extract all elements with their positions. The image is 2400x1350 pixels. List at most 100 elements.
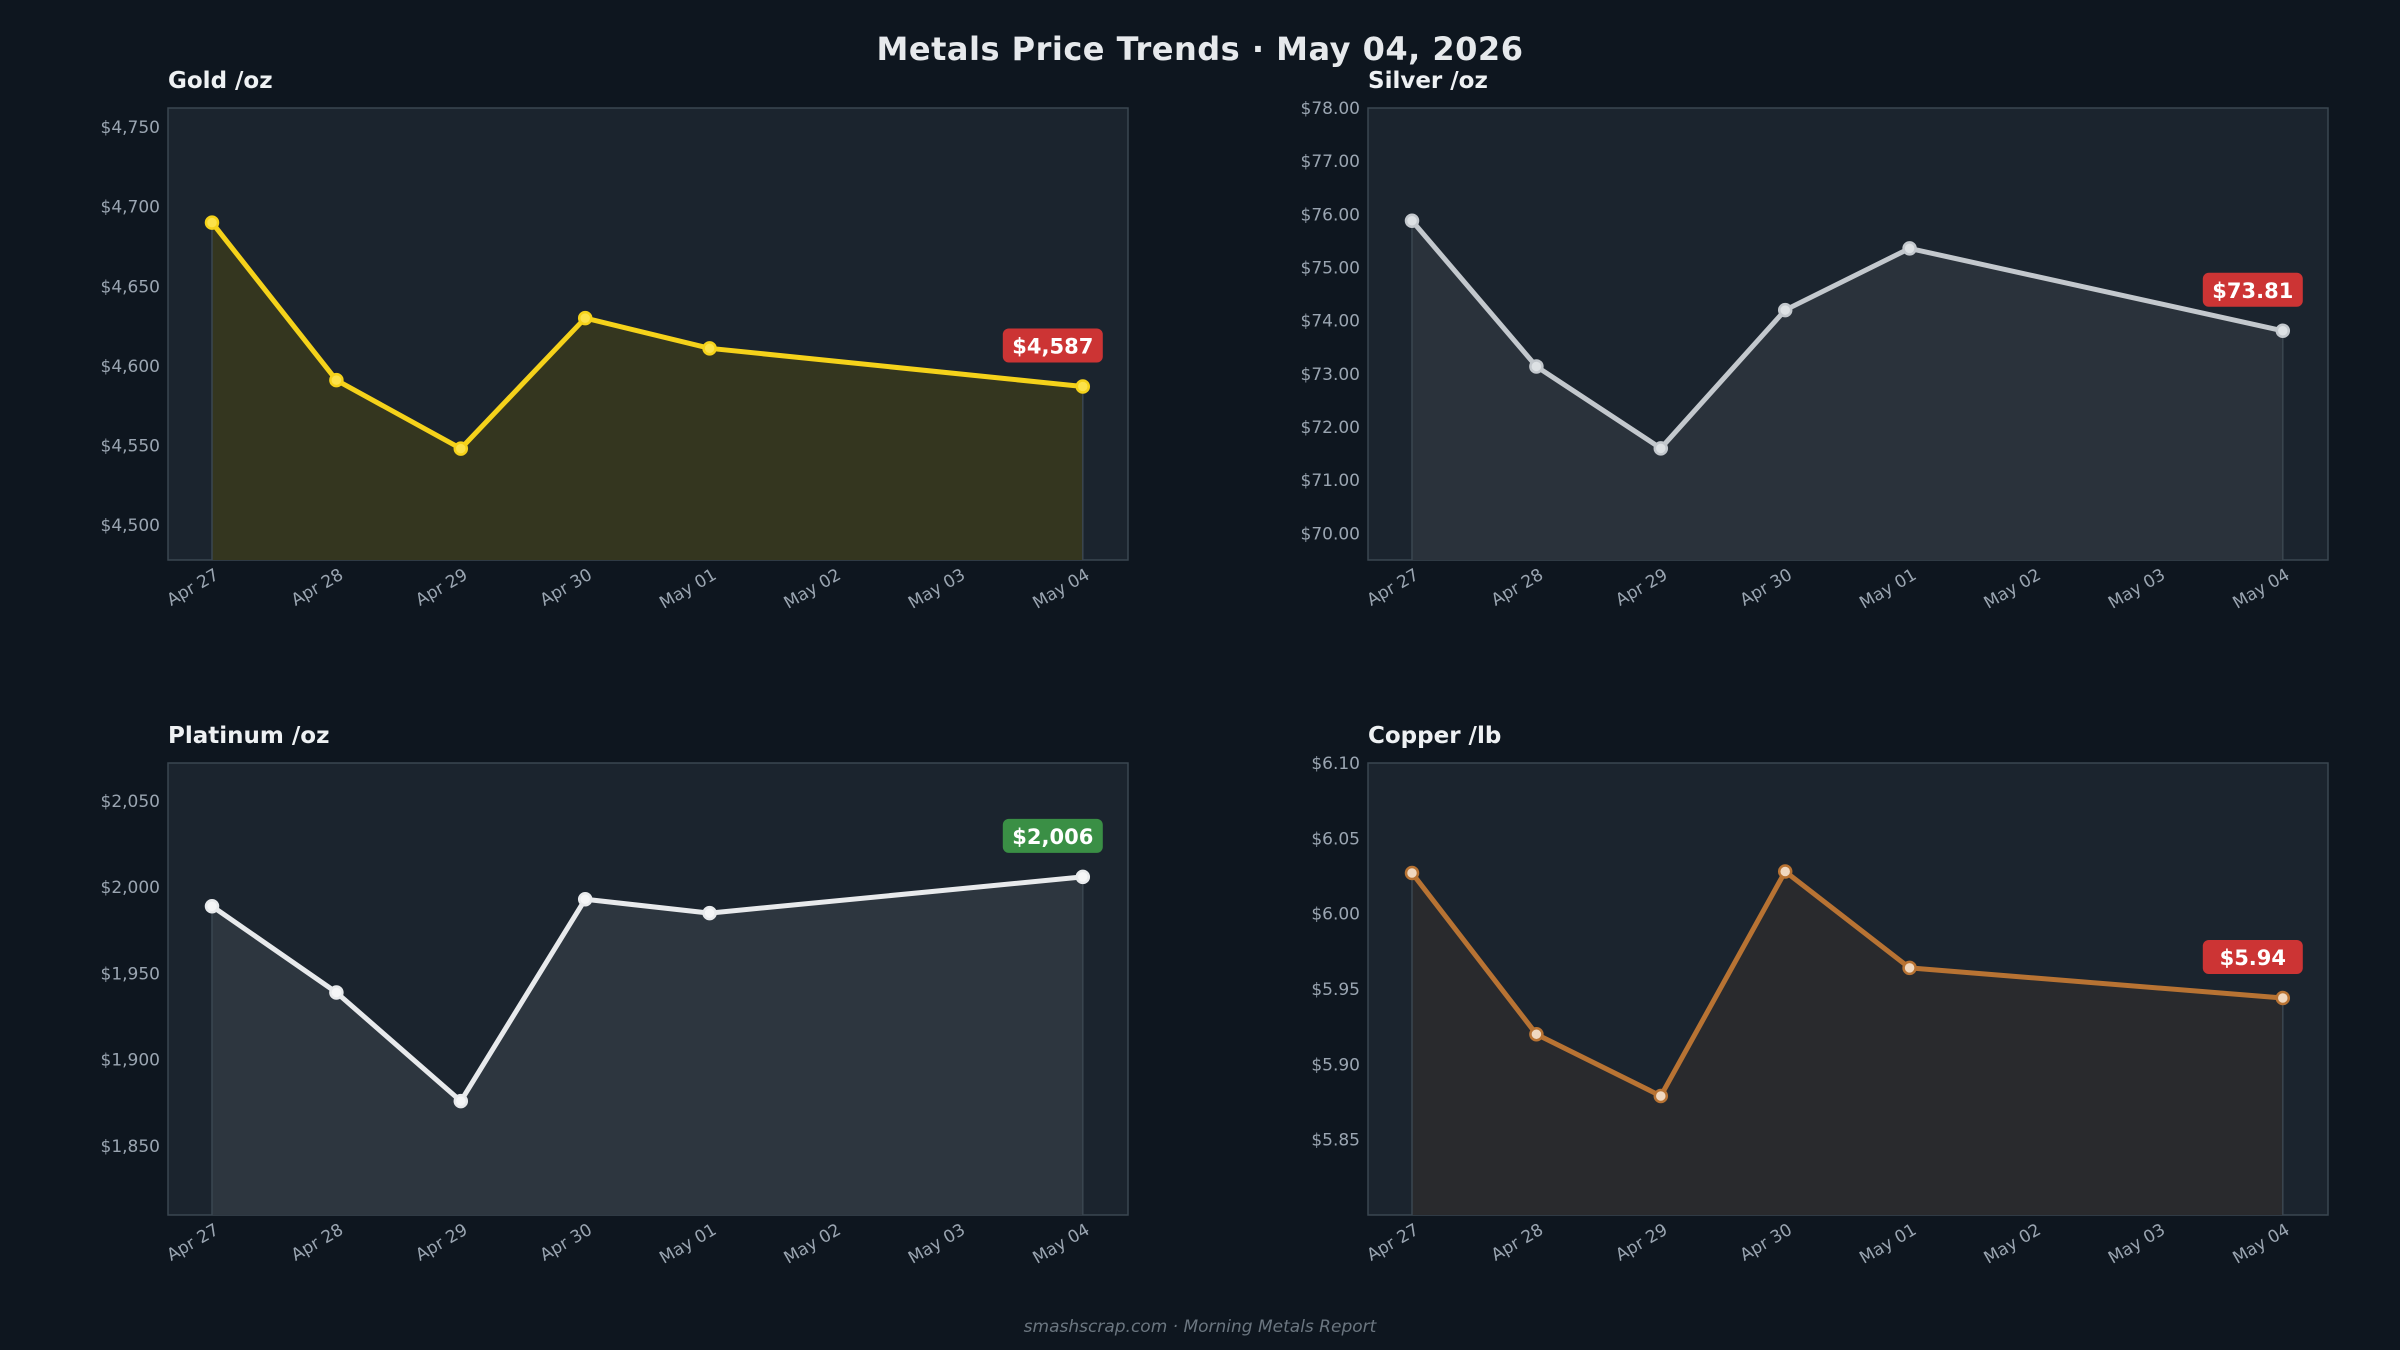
silver-badge-label: $73.81: [2212, 279, 2293, 303]
x-tick-label: Apr 30: [537, 1220, 596, 1266]
x-tick-label: Apr 27: [1364, 565, 1423, 611]
copper-data-point: [1902, 960, 1917, 976]
copper-badge-label: $5.94: [2220, 946, 2286, 970]
gold-data-point: [1075, 379, 1091, 394]
copper-area-fill: [1412, 871, 2283, 1215]
silver-series-line: [1410, 219, 2284, 451]
gold-data-point: [329, 372, 344, 388]
x-tick-label: Apr 28: [1488, 1220, 1547, 1266]
gold-area-fill: [212, 222, 1083, 560]
y-tick-label: $2,050: [101, 792, 160, 812]
x-tick-label: May 03: [905, 565, 969, 613]
y-tick-label: $4,700: [101, 198, 160, 218]
y-tick-label: $1,850: [101, 1137, 160, 1157]
y-tick-label: $4,600: [101, 357, 160, 377]
x-tick-label: Apr 28: [288, 565, 347, 611]
platinum-title: Platinum /oz: [168, 723, 329, 749]
platinum-data-point: [702, 905, 717, 921]
platinum-data-point: [577, 892, 593, 907]
platinum-area-fill: [212, 876, 1083, 1215]
x-tick-label: Apr 29: [412, 565, 471, 611]
platinum-data-point: [204, 898, 220, 914]
gold-badge-label: $4,587: [1012, 335, 1093, 359]
platinum-data-point: [1075, 869, 1091, 885]
x-tick-label: Apr 27: [1364, 1220, 1423, 1266]
y-tick-label: $4,500: [101, 516, 160, 536]
x-tick-label: May 02: [1981, 1220, 2045, 1268]
x-tick-label: May 04: [2229, 565, 2293, 613]
x-tick-label: May 01: [1856, 565, 1920, 613]
platinum-badge-label: $2,006: [1012, 825, 1093, 849]
y-tick-label: $74.00: [1301, 312, 1360, 332]
x-tick-label: May 04: [1029, 565, 1093, 613]
x-tick-label: Apr 27: [164, 565, 223, 611]
gold-title: Gold /oz: [168, 68, 273, 94]
y-tick-label: $5.95: [1311, 980, 1360, 1000]
x-tick-label: May 02: [781, 565, 845, 613]
x-tick-label: Apr 29: [1612, 565, 1671, 611]
x-tick-label: May 03: [2105, 565, 2169, 613]
y-tick-label: $4,750: [101, 118, 160, 138]
x-tick-label: May 02: [781, 1220, 845, 1268]
y-tick-label: $6.05: [1311, 829, 1360, 849]
silver-data-point: [1777, 302, 1793, 318]
x-tick-label: May 02: [1981, 565, 2045, 613]
platinum-series-line: [210, 874, 1084, 1104]
platinum-data-point: [453, 1093, 469, 1109]
copper-data-point: [1777, 864, 1793, 879]
x-tick-label: May 03: [905, 1220, 969, 1268]
silver-title: Silver /oz: [1368, 68, 1488, 94]
platinum-chart: Platinum /oz $1,850 $1,900 $1,950 $2,000 $2,0…: [101, 723, 1129, 1268]
gold-price-badge: $4,587: [1002, 328, 1103, 363]
copper-series-line: [1410, 868, 2284, 1099]
copper-data-point: [1404, 865, 1420, 881]
gold-data-point: [453, 441, 469, 456]
y-tick-label: $71.00: [1301, 471, 1360, 491]
page-title: Metals Price Trends · May 04, 2026: [876, 30, 1524, 68]
silver-data-point: [1902, 241, 1917, 256]
y-tick-label: $70.00: [1301, 524, 1360, 544]
gold-data-point: [702, 341, 717, 356]
platinum-data-point: [329, 985, 344, 1000]
silver-data-point: [1653, 441, 1669, 456]
x-tick-label: Apr 27: [164, 1220, 223, 1266]
y-tick-label: $4,550: [101, 436, 160, 456]
x-tick-label: May 03: [2105, 1220, 2169, 1268]
y-tick-label: $6.10: [1311, 754, 1360, 774]
copper-data-point: [2275, 990, 2291, 1006]
y-tick-label: $76.00: [1301, 205, 1360, 225]
y-tick-label: $2,000: [101, 878, 160, 898]
copper-title: Copper /lb: [1368, 723, 1501, 749]
gold-data-point: [577, 310, 593, 326]
y-tick-label: $1,950: [101, 964, 160, 984]
silver-data-point: [2275, 323, 2291, 339]
silver-area-fill: [1412, 220, 2283, 560]
y-tick-label: $4,650: [101, 277, 160, 297]
y-tick-label: $5.90: [1311, 1055, 1360, 1075]
y-tick-label: $72.00: [1301, 418, 1360, 438]
x-tick-label: Apr 29: [412, 1220, 471, 1266]
y-tick-label: $1,900: [101, 1051, 160, 1071]
silver-chart: Silver /oz $70.00 $71.00 $72.00 $73.00 $74.00…: [1301, 68, 2329, 613]
x-tick-label: Apr 30: [1737, 565, 1796, 611]
copper-chart: Copper /lb $5.85 $5.90 $5.95 $6.00 $6.05 $6.10…: [1311, 723, 2329, 1268]
y-tick-label: $77.00: [1301, 152, 1360, 172]
copper-data-point: [1529, 1026, 1544, 1042]
silver-data-point: [1529, 359, 1544, 374]
x-tick-label: May 04: [1029, 1220, 1093, 1268]
x-tick-label: Apr 29: [1612, 1220, 1671, 1266]
x-tick-label: May 01: [656, 565, 720, 613]
y-tick-label: $78.00: [1301, 99, 1360, 119]
y-tick-label: $75.00: [1301, 259, 1360, 279]
y-tick-label: $5.85: [1311, 1131, 1360, 1151]
x-tick-label: Apr 28: [288, 1220, 347, 1266]
x-tick-label: Apr 30: [1737, 1220, 1796, 1266]
y-tick-label: $73.00: [1301, 365, 1360, 385]
y-tick-label: $6.00: [1311, 905, 1360, 925]
copper-price-badge: $5.94: [2202, 940, 2303, 975]
x-tick-label: May 04: [2229, 1220, 2293, 1268]
x-tick-label: Apr 28: [1488, 565, 1547, 611]
gold-chart: Gold /oz $4,500 $4,550 $4,600 $4,650 $4,700 $4…: [101, 68, 1129, 613]
gold-data-point: [204, 215, 220, 230]
silver-price-badge: $73.81: [2202, 272, 2303, 307]
